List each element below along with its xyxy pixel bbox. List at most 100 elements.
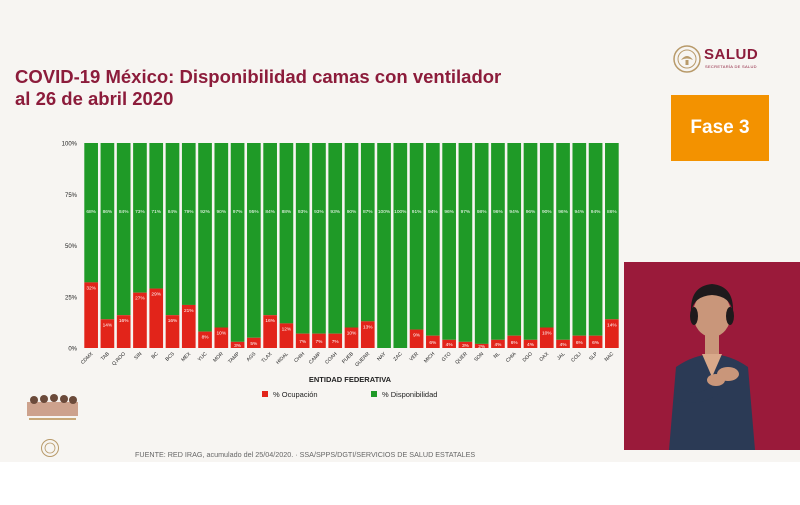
x-tick-label: NL: [493, 351, 502, 360]
bar-disponibilidad: [116, 143, 131, 316]
x-tick-label: MOR: [212, 351, 225, 364]
bar-disponibilidad: [491, 143, 505, 340]
data-label-disponibilidad: 96%: [558, 209, 568, 215]
data-label-disponibilidad: 84%: [168, 209, 178, 215]
bar-ocupacion: [556, 339, 570, 348]
data-label-disponibilidad: 97%: [461, 209, 471, 215]
bar-disponibilidad: [393, 143, 408, 348]
data-label-disponibilidad: 71%: [151, 209, 161, 215]
bar-ocupacion: [523, 339, 538, 348]
x-tick-label: OAX: [538, 351, 550, 363]
bottom-strip: [0, 462, 800, 505]
data-label-disponibilidad: 94%: [428, 209, 438, 215]
bar-ocupacion: [605, 319, 619, 348]
data-label-disponibilidad: 92%: [200, 209, 210, 215]
bar-ocupacion: [181, 304, 196, 348]
bar-disponibilidad: [214, 143, 229, 328]
data-label-disponibilidad: 90%: [347, 209, 357, 215]
y-tick-label: 50%: [65, 244, 78, 250]
bar-disponibilidad: [507, 143, 522, 336]
bar-disponibilidad: [181, 143, 196, 305]
data-label-ocupacion: 4%: [494, 342, 502, 348]
legend: % Ocupación % Disponibilidad: [262, 390, 437, 399]
data-label-ocupacion: 5%: [250, 341, 258, 347]
x-tick-label: TLAX: [260, 351, 274, 365]
data-label-ocupacion: 21%: [184, 308, 194, 314]
data-label-disponibilidad: 94%: [575, 209, 585, 215]
data-label-ocupacion: 13%: [363, 324, 373, 330]
legend-swatch-ocupacion: [262, 391, 268, 397]
data-label-ocupacion: 29%: [151, 292, 161, 298]
bar-ocupacion: [344, 327, 359, 348]
x-tick-label: COLI: [570, 351, 582, 363]
data-label-disponibilidad: 88%: [282, 209, 292, 215]
data-label-ocupacion: 14%: [607, 322, 617, 328]
legend-label-disponibilidad: % Disponibilidad: [382, 390, 437, 399]
bar-disponibilidad: [458, 143, 473, 342]
page-title: COVID-19 México: Disponibilidad camas co…: [15, 66, 575, 110]
bar-ocupacion: [84, 282, 98, 348]
data-label-ocupacion: 12%: [282, 326, 292, 332]
salud-logo: SALUD SECRETARÍA DE SALUD: [672, 44, 772, 74]
data-label-ocupacion: 27%: [135, 296, 145, 302]
bar-ocupacion: [230, 341, 245, 348]
y-axis: 0% 25% 50% 75% 100%: [62, 142, 78, 353]
data-label-disponibilidad: 93%: [314, 209, 324, 215]
x-axis: CDMX TAB Q.ROO SIN BC BCS MEX YUC MOR TAMP AGS TLAX…: [80, 351, 616, 368]
x-tick-label: Q.ROO: [111, 351, 127, 367]
legend-swatch-disponibilidad: [371, 391, 377, 397]
x-tick-label: DGO: [522, 351, 534, 363]
bar-disponibilidad: [263, 143, 277, 316]
data-label-disponibilidad: 86%: [103, 209, 113, 215]
x-tick-label: CAMP: [308, 351, 323, 366]
title-line-2: al 26 de abril 2020: [15, 88, 174, 109]
data-label-ocupacion: 10%: [542, 331, 552, 337]
data-label-ocupacion: 4%: [446, 342, 454, 348]
bar-disponibilidad: [426, 143, 440, 336]
data-label-disponibilidad: 94%: [591, 209, 601, 215]
data-label-ocupacion: 7%: [315, 339, 323, 345]
bar-disponibilidad: [84, 143, 98, 283]
data-label-disponibilidad: 86%: [607, 209, 617, 215]
x-tick-label: COAH: [324, 351, 339, 366]
bar-ocupacion: [507, 335, 522, 348]
fase-badge: Fase 3: [671, 95, 769, 161]
title-line-1: COVID-19 México: Disponibilidad camas co…: [15, 66, 502, 87]
y-tick-label: 100%: [62, 142, 78, 148]
data-label-disponibilidad: 100%: [394, 209, 407, 215]
x-tick-label: MEX: [180, 351, 192, 363]
bar-disponibilidad: [165, 143, 180, 316]
x-tick-label: BC: [150, 351, 159, 360]
x-tick-label: TAMP: [227, 351, 241, 365]
x-axis-title: ENTIDAD FEDERATIVA: [309, 375, 392, 384]
bar-ocupacion: [426, 335, 440, 348]
bar-disponibilidad: [409, 143, 424, 330]
x-tick-label: ZAC: [392, 351, 404, 363]
bar-disponibilidad: [442, 143, 456, 340]
data-label-ocupacion: 7%: [299, 339, 307, 345]
bar-disponibilidad: [247, 143, 261, 338]
bar-ocupacion: [442, 339, 456, 348]
bar-ocupacion: [409, 329, 424, 348]
data-label-ocupacion: 3%: [462, 343, 470, 349]
x-tick-label: AGS: [246, 351, 258, 363]
heroes-illustration-icon: [27, 394, 78, 420]
small-seal-icon: [41, 439, 59, 457]
x-tick-label: BCS: [164, 351, 176, 363]
data-label-ocupacion: 9%: [413, 333, 421, 339]
bar-ocupacion: [198, 331, 212, 348]
bar-ocupacion: [360, 321, 375, 348]
bar-ocupacion: [100, 319, 115, 348]
data-label-disponibilidad: 90%: [217, 209, 227, 215]
bar-disponibilidad: [279, 143, 294, 324]
bar-disponibilidad: [312, 143, 326, 334]
data-label-disponibilidad: 94%: [509, 209, 519, 215]
bar-ocupacion: [588, 335, 603, 348]
data-label-disponibilidad: 96%: [493, 209, 503, 215]
data-label-ocupacion: 3%: [234, 343, 242, 349]
x-tick-label: NAY: [376, 351, 388, 363]
bar-ocupacion: [165, 315, 180, 348]
bar-disponibilidad: [588, 143, 603, 336]
bar-disponibilidad: [230, 143, 245, 342]
logo-subtext: SECRETARÍA DE SALUD: [705, 64, 757, 69]
